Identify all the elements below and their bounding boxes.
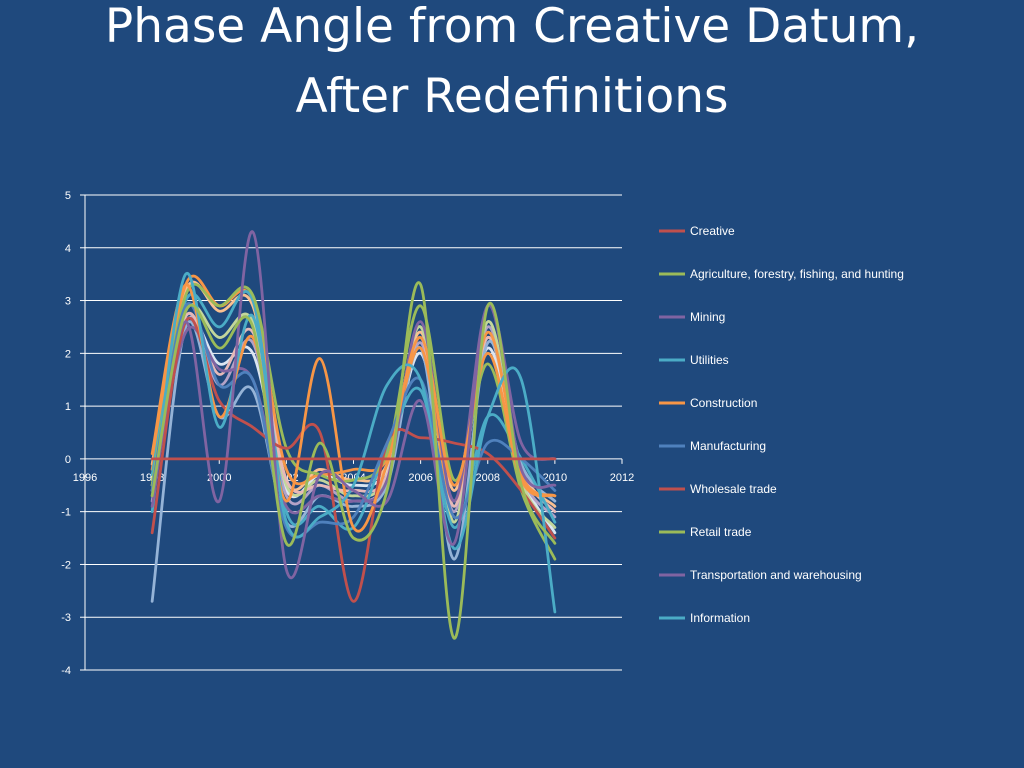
x-tick-label: 2008 [476,472,500,484]
y-tick-label: 5 [65,190,71,202]
series-lines [150,230,557,640]
y-tick-label: 1 [65,401,71,413]
legend-label: Retail trade [690,525,752,539]
series-line-17 [150,316,557,535]
x-tick-label: 2010 [543,472,567,484]
x-tick-label: 1996 [73,472,97,484]
series-line-4 [150,272,557,614]
x-tick-label: 2012 [610,472,634,484]
series-line-8 [150,282,557,561]
legend-label: Transportation and warehousing [690,568,862,582]
y-tick-label: -1 [61,507,71,519]
y-tick-label: 0 [65,454,71,466]
legend-label: Agriculture, forestry, fishing, and hunt… [690,267,904,281]
y-tick-label: -2 [61,559,71,571]
y-tick-label: -4 [61,665,71,677]
legend-label: Information [690,611,750,625]
legend-label: Mining [690,310,725,324]
series-line-3 [150,230,557,580]
slide-title-line-1: Phase Angle from Creative Datum, [104,0,920,54]
legend-label: Wholesale trade [690,482,777,496]
x-tick-label: 2006 [408,472,432,484]
series-line-2 [150,281,557,640]
legend-label: Construction [690,396,757,410]
series-line-13 [150,311,557,514]
y-tick-label: 3 [65,296,71,308]
legend-label: Creative [690,224,735,238]
y-tick-label: 4 [65,243,71,255]
legend-label: Manufacturing [690,439,766,453]
y-tick-label: -3 [61,612,71,624]
y-tick-label: 2 [65,348,71,360]
legend-label: Utilities [690,353,729,367]
slide-title-line-2: After Redefinitions [295,69,729,124]
legend: Creative Agriculture, forestry, fishing, … [659,224,904,625]
